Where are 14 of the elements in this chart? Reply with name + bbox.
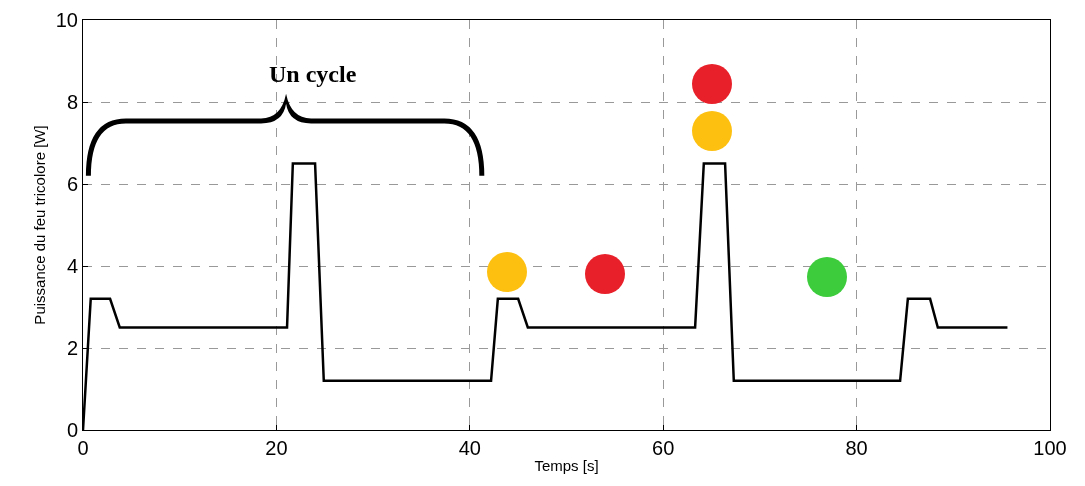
y-axis-title: Puissance du feu tricolore [W] [31,125,48,325]
y-tick-label: 0 [66,419,78,441]
y-tick-label: 4 [66,255,78,277]
y-tick-label: 8 [66,91,78,113]
y-tick-label: 2 [66,337,78,359]
x-tick-label: 100 [1033,437,1067,459]
y-tick-label: 10 [55,9,78,31]
x-tick-label: 20 [265,437,288,459]
x-axis-title: Temps [s] [534,457,599,474]
x-tick-label: 60 [652,437,675,459]
annotation: Un cycle [269,61,357,87]
y-tick-label: 6 [66,173,78,195]
x-tick-label: 40 [458,437,481,459]
x-tick-label: 80 [845,437,868,459]
